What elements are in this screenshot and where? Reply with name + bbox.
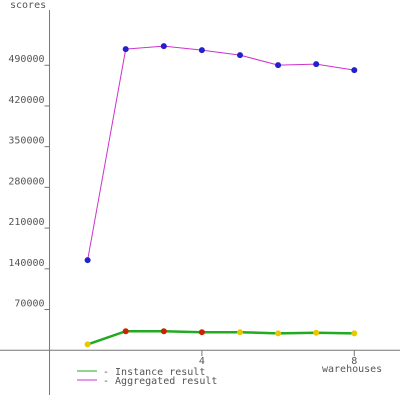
data-point xyxy=(275,330,282,337)
data-point xyxy=(160,328,167,335)
data-point xyxy=(198,47,205,54)
data-point xyxy=(84,257,91,264)
series-line xyxy=(87,45,355,261)
data-point xyxy=(351,67,358,74)
x-tick-label: 8 xyxy=(351,356,357,367)
series-line xyxy=(87,329,355,346)
data-point xyxy=(313,329,320,336)
legend-label: - Aggregated result xyxy=(103,376,217,387)
data-point xyxy=(237,52,243,59)
y-tick-label: 140000 xyxy=(8,258,44,269)
y-tick-label: 490000 xyxy=(8,54,44,65)
y-tick-label: 350000 xyxy=(8,136,44,147)
y-tick-label: 210000 xyxy=(8,217,44,228)
legend-label: - Instance result xyxy=(103,367,205,378)
y-axis-label: scores xyxy=(10,0,46,11)
data-point xyxy=(84,341,91,348)
y-tick-label: 70000 xyxy=(14,299,44,310)
data-point xyxy=(313,61,320,68)
x-axis-label: warehouses xyxy=(322,364,382,375)
data-point xyxy=(198,329,205,336)
data-point xyxy=(275,62,282,69)
x-tick-label: 4 xyxy=(199,356,205,367)
data-point xyxy=(160,43,167,50)
y-tick-label: 420000 xyxy=(8,95,44,106)
data-point xyxy=(351,330,358,337)
y-tick-label: 280000 xyxy=(8,176,44,187)
data-point xyxy=(237,329,243,336)
data-point xyxy=(122,328,129,335)
data-point xyxy=(122,46,129,53)
